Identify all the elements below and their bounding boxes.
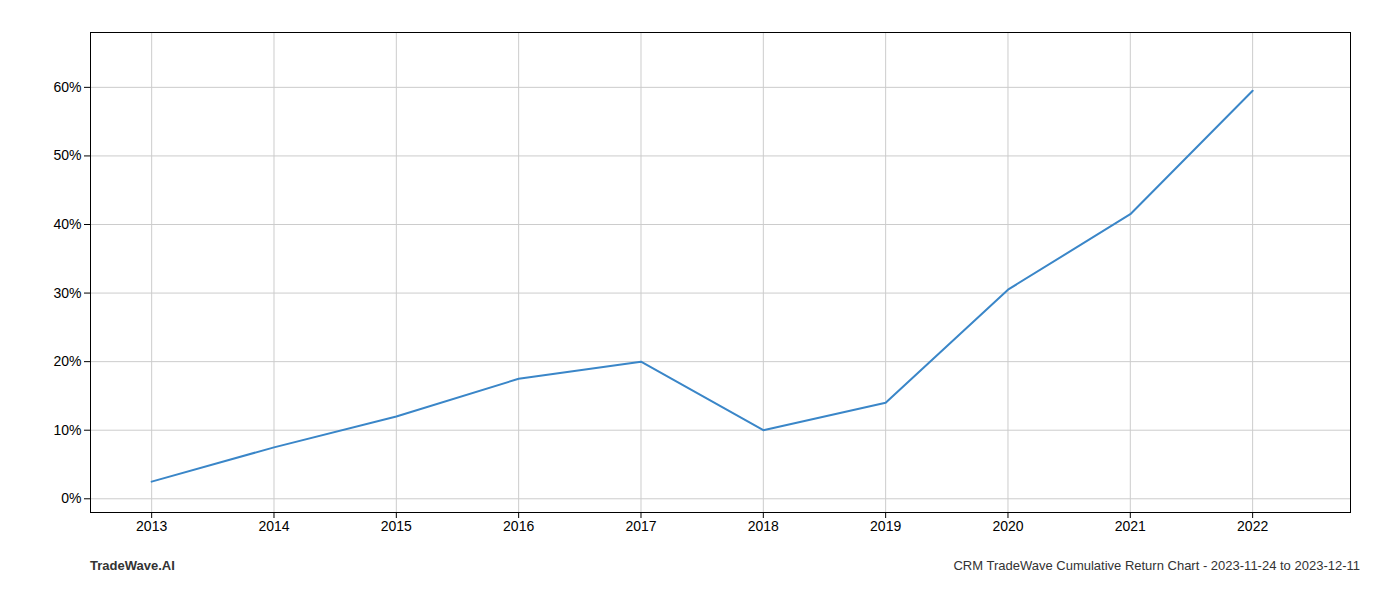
svg-text:60%: 60%: [53, 79, 81, 95]
html-text:TradeWave.AI: TradeWave.AI: [90, 558, 175, 573]
svg-text:2016: 2016: [503, 518, 534, 534]
svg-text:2014: 2014: [258, 518, 289, 534]
svg-text:2019: 2019: [870, 518, 901, 534]
svg-text:2013: 2013: [136, 518, 167, 534]
svg-text:50%: 50%: [53, 147, 81, 163]
svg-text:10%: 10%: [53, 422, 81, 438]
svg-text:2017: 2017: [625, 518, 656, 534]
svg-text:20%: 20%: [53, 353, 81, 369]
svg-text:2020: 2020: [992, 518, 1023, 534]
svg-text:2022: 2022: [1237, 518, 1268, 534]
svg-text:2018: 2018: [748, 518, 779, 534]
svg-text:2021: 2021: [1115, 518, 1146, 534]
svg-text:0%: 0%: [61, 490, 81, 506]
svg-text:2015: 2015: [381, 518, 412, 534]
html-text:CRM TradeWave Cumulative Retur: CRM TradeWave Cumulative Return Chart - …: [953, 558, 1360, 573]
svg-text:40%: 40%: [53, 216, 81, 232]
svg-text:30%: 30%: [53, 285, 81, 301]
